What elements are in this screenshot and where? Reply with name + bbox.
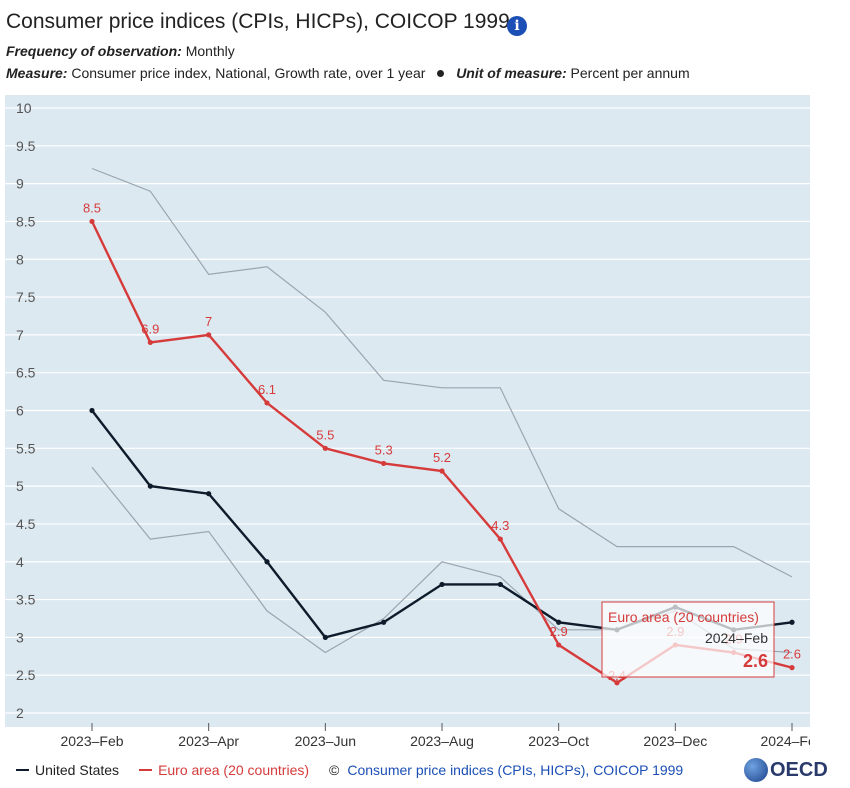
data-label-euro-area: 5.3 bbox=[375, 442, 393, 457]
data-point-united-states bbox=[147, 483, 153, 489]
data-point-united-states bbox=[264, 559, 270, 565]
y-tick-label: 5.5 bbox=[16, 440, 36, 456]
globe-icon bbox=[744, 758, 768, 782]
data-point-united-states bbox=[322, 634, 328, 640]
unit-label: Unit of measure: bbox=[456, 65, 567, 81]
tooltip-series: Euro area (20 countries) bbox=[608, 609, 759, 625]
legend-swatch bbox=[139, 769, 153, 771]
x-tick-label: 2023–Jun bbox=[295, 733, 357, 749]
measure-value: Consumer price index, National, Growth r… bbox=[71, 65, 426, 81]
separator-dot bbox=[437, 69, 445, 77]
data-point-euro-area bbox=[264, 400, 270, 406]
y-tick-label: 6 bbox=[16, 403, 24, 419]
data-label-euro-area: 4.3 bbox=[491, 518, 509, 533]
data-label-euro-area: 6.1 bbox=[258, 382, 276, 397]
source-link[interactable]: Consumer price indices (CPIs, HICPs), CO… bbox=[347, 762, 684, 778]
data-point-euro-area bbox=[381, 460, 387, 467]
legend-label: Euro area (20 countries) bbox=[158, 762, 310, 778]
data-point-euro-area bbox=[89, 218, 95, 225]
data-label-euro-area: 5.2 bbox=[433, 450, 451, 465]
y-tick-label: 5 bbox=[16, 478, 24, 494]
data-point-euro-area bbox=[322, 445, 328, 451]
data-point-euro-area bbox=[147, 339, 153, 346]
frequency-label: Frequency of observation: bbox=[6, 43, 182, 59]
data-point-united-states bbox=[206, 491, 212, 497]
measure-line: Measure: Consumer price index, National,… bbox=[6, 65, 690, 81]
legend: United States Euro area (20 countries) ©… bbox=[16, 762, 683, 778]
data-point-euro-area bbox=[206, 332, 212, 338]
legend-item-united-states[interactable]: United States bbox=[16, 762, 119, 778]
data-point-united-states bbox=[789, 619, 795, 625]
data-label-euro-area: 7 bbox=[205, 314, 212, 329]
oecd-logo[interactable]: OECD bbox=[744, 758, 828, 782]
y-tick-label: 3 bbox=[16, 629, 24, 645]
y-tick-label: 4 bbox=[16, 554, 24, 570]
data-point-united-states bbox=[556, 619, 562, 625]
series-line-upper-band bbox=[91, 167, 793, 578]
data-point-united-states bbox=[497, 581, 503, 588]
unit-value: Percent per annum bbox=[570, 65, 690, 81]
legend-item-euro-area[interactable]: Euro area (20 countries) bbox=[139, 762, 309, 778]
measure-label: Measure: bbox=[6, 65, 68, 81]
data-point-united-states bbox=[439, 581, 445, 588]
y-tick-label: 9.5 bbox=[16, 138, 36, 154]
x-tick-label: 2023–Apr bbox=[178, 733, 239, 749]
copyright-symbol: © bbox=[329, 762, 340, 778]
data-point-euro-area bbox=[556, 642, 562, 648]
y-tick-label: 3.5 bbox=[16, 592, 36, 608]
tooltip-period: 2024–Feb bbox=[705, 630, 768, 646]
info-icon[interactable]: i bbox=[507, 16, 527, 36]
data-point-euro-area bbox=[789, 665, 795, 671]
y-tick-label: 10 bbox=[16, 100, 32, 116]
y-tick-label: 4.5 bbox=[16, 516, 36, 532]
data-point-euro-area bbox=[614, 680, 620, 686]
y-tick-label: 9 bbox=[16, 176, 24, 192]
logo-text: OECD bbox=[770, 758, 828, 781]
data-label-euro-area: 2.9 bbox=[550, 624, 568, 639]
legend-label: United States bbox=[35, 762, 120, 778]
y-tick-label: 7 bbox=[16, 327, 24, 343]
data-point-euro-area bbox=[439, 468, 445, 474]
y-tick-label: 2 bbox=[16, 705, 24, 721]
data-label-euro-area: 2.6 bbox=[783, 647, 801, 662]
data-point-united-states bbox=[381, 619, 387, 625]
x-tick-label: 2023–Feb bbox=[60, 733, 123, 749]
legend-swatch bbox=[16, 769, 29, 771]
y-tick-label: 7.5 bbox=[16, 289, 36, 305]
data-point-united-states bbox=[89, 407, 95, 414]
line-chart: 10 9.5 9 8.5 8 7.5 7 6.5 6 5.5 5 4.5 4 3.5 3 2.5 2 2023–F… bbox=[5, 95, 810, 749]
x-tick-label: 2023–Aug bbox=[410, 733, 474, 749]
frequency-line: Frequency of observation: Monthly bbox=[6, 43, 235, 59]
data-label-euro-area: 5.5 bbox=[316, 427, 334, 442]
data-label-euro-area: 6.9 bbox=[141, 321, 159, 336]
frequency-value: Monthly bbox=[185, 43, 235, 59]
data-point-euro-area bbox=[497, 536, 503, 542]
tooltip-box bbox=[601, 601, 775, 678]
x-tick-label: 2023–Oct bbox=[528, 733, 589, 749]
chart-title: Consumer price indices (CPIs, HICPs), CO… bbox=[6, 10, 510, 33]
y-tick-label: 2.5 bbox=[16, 667, 36, 683]
y-tick-label: 6.5 bbox=[16, 365, 36, 381]
x-tick-label: 2023–Dec bbox=[643, 733, 707, 749]
x-tick-label: 2024–Feb bbox=[760, 733, 810, 749]
tooltip-value: 2.6 bbox=[743, 651, 768, 671]
data-label-euro-area: 8.5 bbox=[83, 200, 101, 215]
y-tick-label: 8 bbox=[16, 251, 24, 267]
y-tick-label: 8.5 bbox=[16, 213, 36, 229]
